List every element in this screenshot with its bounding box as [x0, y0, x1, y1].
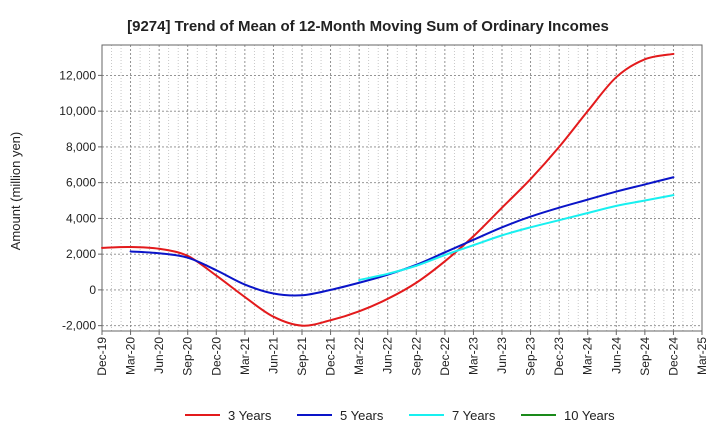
series-line-7-years: [358, 194, 675, 282]
y-tick-label: 6,000: [66, 176, 96, 190]
y-tick-label: 10,000: [59, 104, 96, 118]
y-tick-label: 4,000: [66, 211, 96, 225]
legend: 3 Years 5 Years 7 Years 10 Years: [185, 408, 615, 423]
y-tick-label: 12,000: [59, 68, 96, 82]
x-tick-label: Mar-22: [352, 337, 366, 375]
y-tick-label: 2,000: [66, 247, 96, 261]
x-tick-label: Dec-23: [552, 337, 566, 376]
y-tick-label: 8,000: [66, 140, 96, 154]
x-tick-label: Sep-20: [181, 337, 195, 376]
x-tick-label: Jun-24: [609, 337, 623, 374]
x-tick-label: Sep-23: [524, 337, 538, 376]
x-tick-label: Sep-24: [638, 337, 652, 376]
x-tick-label: Mar-25: [695, 337, 709, 375]
x-tick-label: Jun-23: [495, 337, 509, 374]
x-tick-label: Dec-20: [209, 337, 223, 376]
x-tick-label: Jun-20: [152, 337, 166, 374]
x-tick-label: Mar-23: [466, 337, 480, 375]
x-tick-label: Mar-20: [124, 337, 138, 375]
x-tick-label: Sep-21: [295, 337, 309, 376]
x-tick-label: Dec-24: [666, 337, 680, 376]
x-tick-label: Sep-22: [409, 337, 423, 376]
x-tick-label: Mar-24: [581, 337, 595, 375]
y-tick-label: -2,000: [62, 319, 96, 333]
legend-label-3-years: 3 Years: [228, 408, 272, 423]
x-tick-label: Dec-22: [438, 337, 452, 376]
y-axis-label: Amount (million yen): [8, 132, 23, 251]
x-tick-label: Dec-21: [324, 337, 338, 376]
grid: [102, 45, 702, 331]
axes: Dec-19 Mar-20 Jun-20 Sep-20 Dec-20 Mar-21 Jun-…: [59, 44, 709, 376]
legend-label-5-years: 5 Years: [340, 408, 384, 423]
legend-label-10-years: 10 Years: [564, 408, 615, 423]
plot-frame: [101, 44, 703, 332]
y-tick-label: 0: [89, 283, 96, 297]
series-lines: [101, 52, 675, 327]
x-tick-label: Mar-21: [238, 337, 252, 375]
x-tick-label: Jun-21: [266, 337, 280, 374]
x-tick-label: Dec-19: [95, 337, 109, 376]
legend-label-7-years: 7 Years: [452, 408, 496, 423]
chart-title: [9274] Trend of Mean of 12-Month Moving …: [127, 18, 609, 35]
series-line-5-years: [129, 176, 675, 297]
x-tick-label: Jun-22: [381, 337, 395, 374]
